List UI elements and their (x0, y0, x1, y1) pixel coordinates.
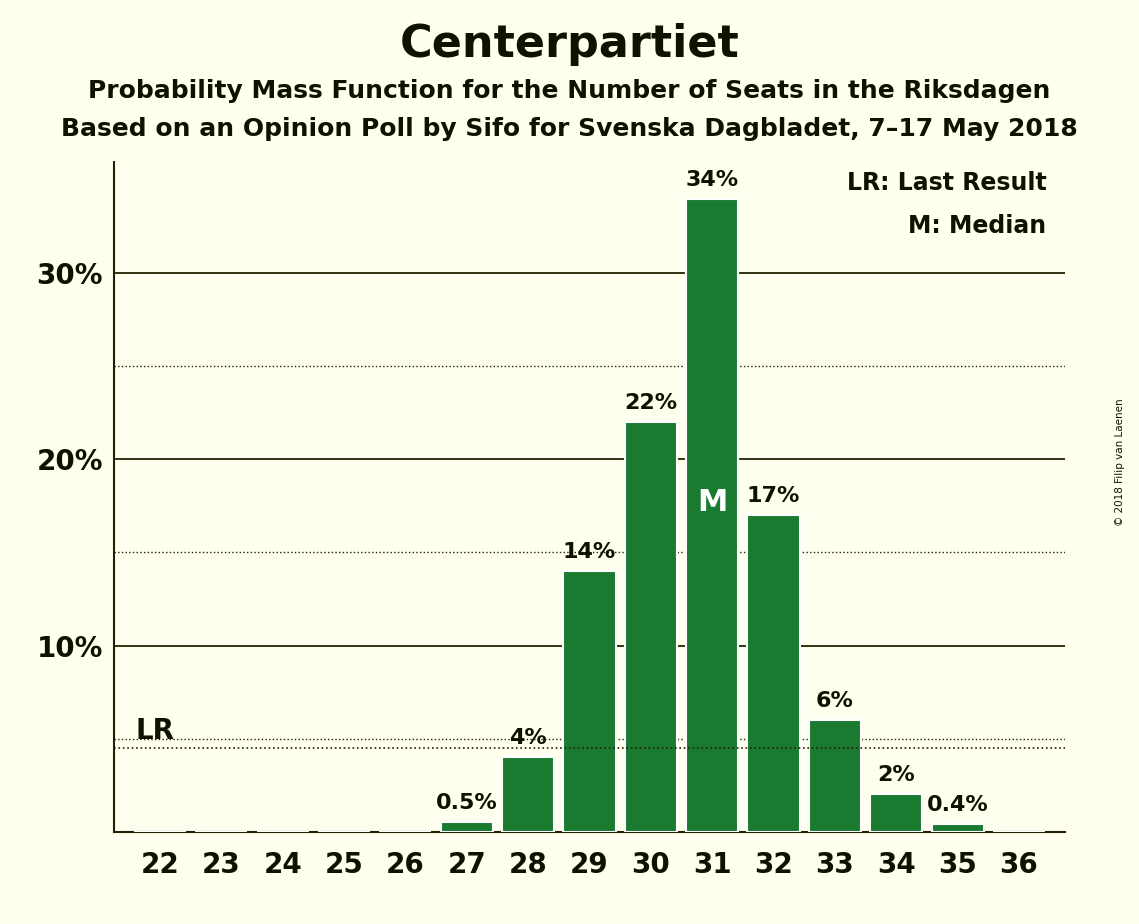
Bar (747, 516, 800, 832)
Text: Centerpartiet: Centerpartiet (400, 23, 739, 67)
Bar (932, 824, 984, 832)
Text: © 2018 Filip van Laenen: © 2018 Filip van Laenen (1115, 398, 1125, 526)
Bar (624, 422, 677, 832)
Bar (441, 822, 493, 832)
Text: 4%: 4% (509, 728, 547, 748)
Text: M: M (697, 488, 728, 517)
Text: Based on an Opinion Poll by Sifo for Svenska Dagbladet, 7–17 May 2018: Based on an Opinion Poll by Sifo for Sve… (62, 117, 1077, 141)
Text: 17%: 17% (747, 486, 801, 506)
Bar (502, 757, 555, 832)
Text: 0.4%: 0.4% (927, 795, 989, 815)
Bar (686, 199, 738, 832)
Text: 0.5%: 0.5% (436, 793, 498, 813)
Bar (564, 571, 615, 832)
Text: 6%: 6% (816, 690, 854, 711)
Text: Probability Mass Function for the Number of Seats in the Riksdagen: Probability Mass Function for the Number… (89, 79, 1050, 103)
Bar (809, 720, 861, 832)
Text: 34%: 34% (686, 170, 739, 189)
Text: 14%: 14% (563, 541, 616, 562)
Text: 2%: 2% (877, 765, 915, 785)
Text: LR: Last Result: LR: Last Result (846, 171, 1047, 195)
Text: M: Median: M: Median (909, 213, 1047, 237)
Bar (870, 795, 923, 832)
Text: LR: LR (136, 717, 174, 745)
Text: 22%: 22% (624, 393, 678, 413)
